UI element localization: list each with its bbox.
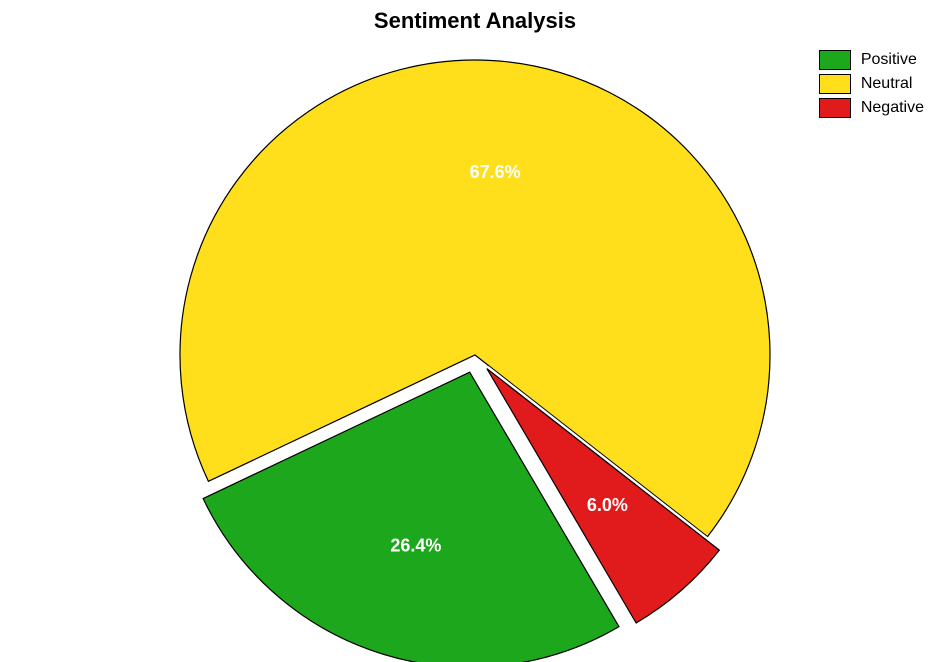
pie-chart: 67.6% 26.4% 6.0% [0, 0, 950, 662]
pie-label-negative: 6.0% [587, 495, 628, 515]
pie-label-neutral: 67.6% [470, 162, 521, 182]
legend-swatch-positive [819, 50, 851, 70]
pie-label-positive: 26.4% [390, 536, 441, 556]
legend: Positive Neutral Negative [819, 48, 924, 120]
legend-label-neutral: Neutral [861, 75, 913, 93]
legend-swatch-negative [819, 98, 851, 118]
chart-container: Sentiment Analysis 67.6%26.4%6.0% Positi… [0, 0, 950, 662]
legend-swatch-neutral [819, 74, 851, 94]
legend-item-positive: Positive [819, 48, 924, 72]
legend-item-negative: Negative [819, 96, 924, 120]
legend-label-negative: Negative [861, 99, 924, 117]
legend-label-positive: Positive [861, 51, 917, 69]
legend-item-neutral: Neutral [819, 72, 924, 96]
